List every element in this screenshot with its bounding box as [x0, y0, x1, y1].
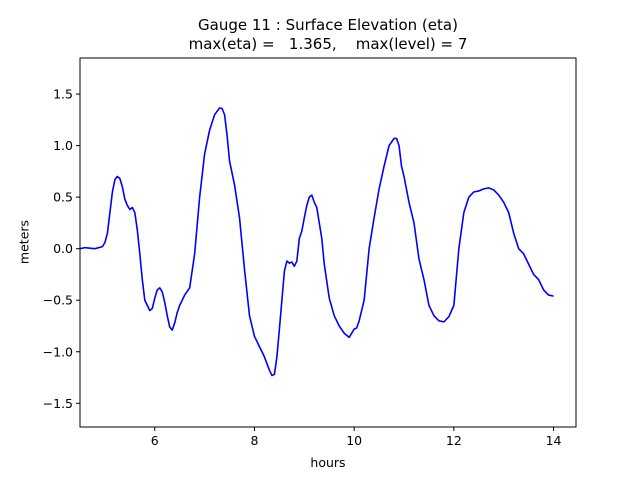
axes-frame	[79, 57, 577, 428]
x-tick-label: 12	[446, 433, 462, 448]
y-tick-label: 1.0	[53, 138, 73, 153]
x-tick-label: 8	[250, 433, 258, 448]
y-tick-label: 0.0	[53, 241, 73, 256]
y-tick-label: −1.5	[43, 396, 73, 411]
y-tick-label: 1.5	[53, 87, 73, 102]
axes: 6 8 10 12 14 −1.5 −1.0 −0.5 0.0 0.5 1.0 1.5	[43, 57, 577, 448]
plot-area	[80, 107, 554, 377]
x-tick-label: 10	[346, 433, 362, 448]
y-axis-label: meters	[16, 219, 32, 265]
series-line-0	[80, 107, 554, 377]
x-axis-label: hours	[310, 455, 346, 470]
y-tick-label: 0.5	[53, 190, 73, 205]
x-tick-label: 14	[546, 433, 562, 448]
chart-title-line-2: max(eta) = 1.365, max(level) = 7	[188, 35, 468, 53]
y-tick-label: −0.5	[43, 293, 73, 308]
y-tick-label: −1.0	[43, 344, 73, 359]
chart-title-line-1: Gauge 11 : Surface Elevation (eta)	[198, 16, 458, 34]
x-tick-label: 6	[151, 433, 159, 448]
